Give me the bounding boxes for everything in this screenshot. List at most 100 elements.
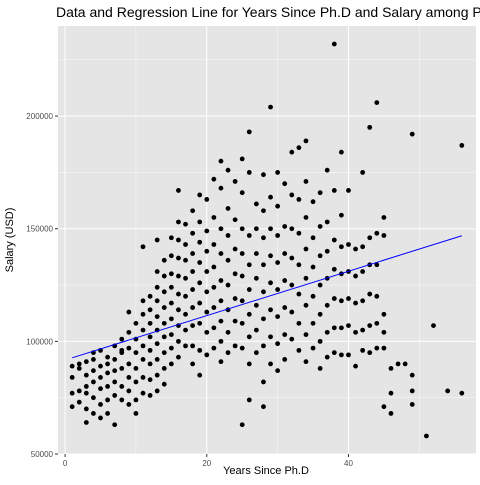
data-point [211,345,217,351]
data-point [261,379,266,385]
data-point [246,311,252,317]
data-point [289,192,295,198]
data-point [225,329,231,335]
data-point [338,352,344,358]
data-point [324,219,330,225]
data-point [98,402,103,407]
data-point [381,329,387,335]
data-point [239,226,245,232]
data-point [317,224,323,229]
data-point [353,246,358,252]
major-gridlines [58,26,476,455]
data-point [360,269,366,274]
data-point [211,305,217,310]
data-point [211,325,217,331]
data-point [253,201,259,207]
data-point [225,233,231,238]
data-point [331,325,337,331]
data-point [296,320,302,326]
y-axis-ticks: 50000 100000 150000 200000 [26,112,58,459]
data-point [346,242,351,247]
y-tick-label: 50000 [31,450,54,459]
data-point [261,289,266,295]
data-point [275,203,281,209]
data-point [83,384,89,389]
data-point [154,388,160,394]
data-point [282,181,288,187]
data-point [289,255,295,261]
data-point [147,320,153,326]
data-point [197,239,203,245]
data-point [253,302,259,308]
data-point [261,172,266,178]
data-point [105,361,110,367]
regression-line [72,235,462,359]
data-point [147,293,153,299]
data-point [331,266,337,272]
data-point [176,188,181,193]
data-point [275,233,281,238]
data-point [211,284,217,290]
data-point [409,372,415,378]
data-point [303,215,309,220]
data-point [126,361,132,367]
data-point [119,366,125,371]
data-point [346,352,351,358]
data-point [261,208,266,214]
data-point [261,262,266,268]
data-point [183,311,188,317]
data-point [331,41,337,47]
data-point [289,226,295,232]
data-point [190,269,196,274]
data-point [268,334,273,340]
data-point [76,388,82,394]
data-point [303,359,309,365]
data-point [176,219,181,225]
data-point [282,278,288,283]
data-point [303,179,309,184]
data-point [91,395,96,401]
data-point [112,393,118,398]
data-point [395,361,401,367]
data-point [119,384,125,389]
data-point [225,206,231,211]
data-point [424,433,429,439]
data-point [331,350,337,356]
data-point [218,226,224,232]
data-point [303,246,309,252]
data-point [338,149,344,155]
data-point [211,242,217,247]
data-point [98,363,103,369]
data-point [126,329,132,335]
data-point [310,264,316,270]
data-point [338,244,344,250]
data-point [154,356,160,362]
data-point [126,345,132,351]
data-point [133,379,139,385]
data-point [239,273,245,279]
x-axis-title: Years Since Ph.D [223,465,309,477]
data-point [211,176,217,182]
y-tick-label: 200000 [26,112,53,121]
data-point [381,233,387,238]
data-point [197,260,203,265]
data-point [324,167,330,173]
data-point [431,323,436,328]
data-point [161,350,167,356]
data-point [374,293,380,299]
data-point [183,293,188,299]
data-point [133,411,139,416]
data-point [91,379,96,385]
data-point [119,336,125,342]
data-point [197,372,203,378]
data-point [218,251,224,256]
data-point [324,354,330,360]
data-point [353,363,358,369]
data-point [183,327,188,333]
data-point [232,343,238,349]
data-point [246,287,252,292]
data-point [154,314,160,319]
data-point [246,262,252,268]
data-point [388,366,394,371]
